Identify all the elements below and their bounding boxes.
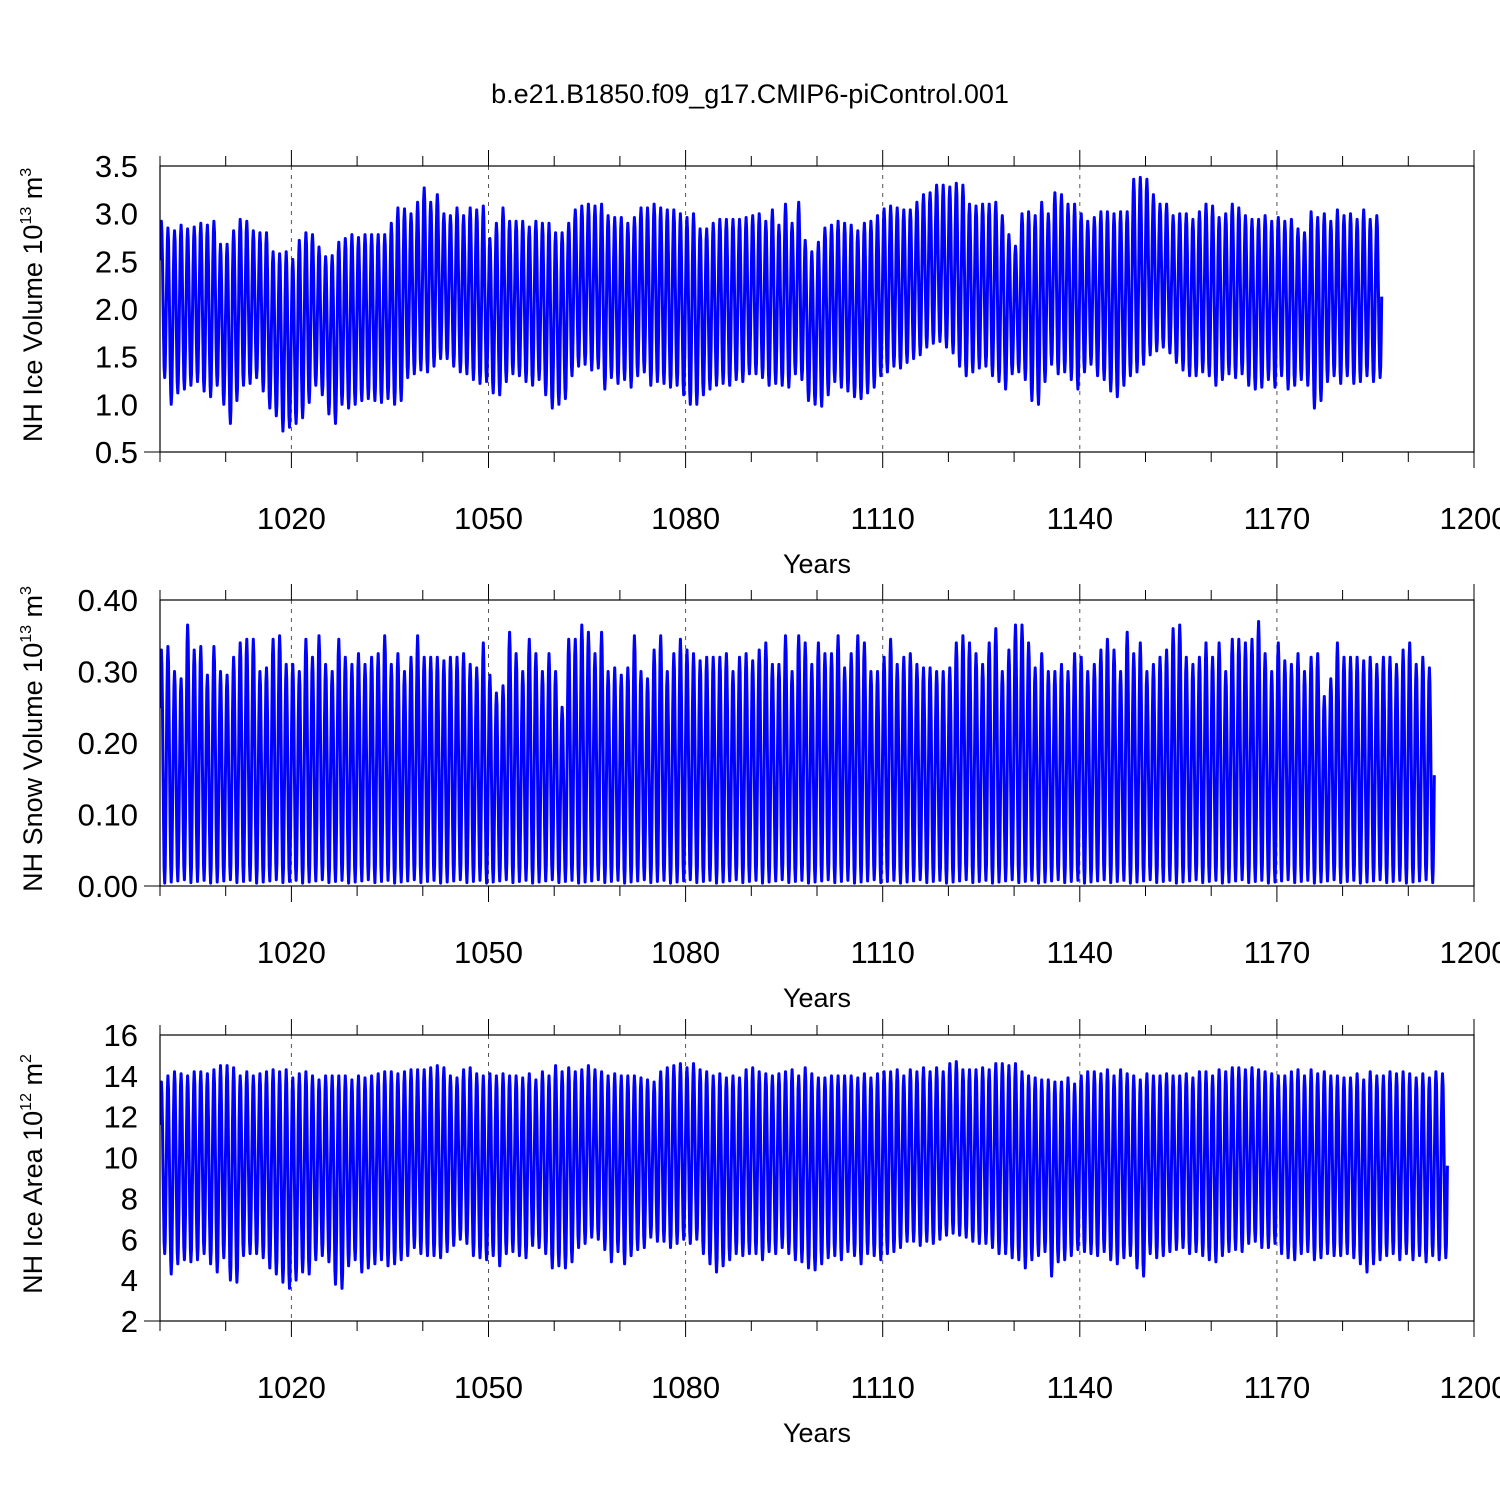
x-tick-label: 1080 <box>651 935 720 970</box>
y-tick-label: 2 <box>121 1304 138 1339</box>
y-tick-label: 12 <box>104 1100 138 1135</box>
y-axis-label-unit-exponent: 3 <box>18 168 35 177</box>
y-axis-label-unit: m <box>18 177 48 207</box>
x-tick-label: 1020 <box>257 1370 326 1405</box>
y-axis-label-text: NH Ice Volume 10 <box>18 225 48 443</box>
x-tick-label: 1110 <box>851 501 915 536</box>
y-tick-label: 0.40 <box>78 583 138 618</box>
x-tick-label: 1140 <box>1046 501 1113 536</box>
x-tick-label: 1140 <box>1046 1370 1113 1405</box>
x-tick-label: 1080 <box>651 1370 720 1405</box>
y-tick-label: 0.20 <box>78 726 138 761</box>
x-axis-label: Years <box>783 1418 851 1448</box>
x-tick-label: 1200 <box>1440 501 1500 536</box>
x-tick-label: 1080 <box>651 501 720 536</box>
x-tick-label: 1050 <box>454 1370 523 1405</box>
x-tick-label: 1110 <box>851 1370 915 1405</box>
y-tick-label: 2.0 <box>95 292 138 327</box>
y-axis-label-text: NH Ice Area 10 <box>18 1111 48 1294</box>
y-axis-label-unit-exponent: 3 <box>18 586 35 595</box>
y-axis-label: NH Ice Volume 1013 m3 <box>18 168 48 442</box>
y-tick-label: 0.5 <box>95 435 138 470</box>
y-tick-label: 4 <box>121 1263 138 1298</box>
y-tick-label: 0.10 <box>78 798 138 833</box>
series-line <box>160 175 1384 433</box>
series-line <box>160 1060 1449 1290</box>
y-tick-label: 1.0 <box>95 387 138 422</box>
panel-1: 1020 1050 1080 1110 1140 1170 1200 0.5 1.0 1.5 2.0… <box>18 149 1500 579</box>
y-axis-label: NH Ice Area 1012 m2 <box>18 1054 48 1294</box>
x-tick-label: 1200 <box>1440 935 1500 970</box>
panel-2: 1020 1050 1080 1110 1140 1170 1200 0.00 0.10 0.20… <box>18 583 1500 1013</box>
x-tick-label: 1170 <box>1244 935 1311 970</box>
y-tick-label: 14 <box>104 1059 138 1094</box>
x-tick-label: 1200 <box>1440 1370 1500 1405</box>
y-tick-label: 2.5 <box>95 244 138 279</box>
x-tick-label: 1110 <box>851 935 915 970</box>
panel-3: 1020 1050 1080 1110 1140 1170 1200 2 4 6 8 10 12 14 16… <box>18 1018 1500 1448</box>
y-tick-label: 8 <box>121 1181 138 1216</box>
y-tick-label: 6 <box>121 1222 138 1257</box>
y-axis-label-text: NH Snow Volume 10 <box>18 643 48 892</box>
chart-title: b.e21.B1850.f09_g17.CMIP6-piControl.001 <box>491 79 1009 109</box>
x-tick-label: 1050 <box>454 935 523 970</box>
x-axis-label: Years <box>783 549 851 579</box>
y-tick-label: 0.30 <box>78 655 138 690</box>
x-tick-label: 1020 <box>257 935 326 970</box>
y-axis-label-unit-exponent: 2 <box>18 1054 35 1063</box>
y-tick-label: 1.5 <box>95 340 138 375</box>
y-axis-label-exponent: 12 <box>18 1093 35 1111</box>
y-axis-label-exponent: 13 <box>18 207 35 225</box>
x-tick-label: 1140 <box>1046 935 1113 970</box>
y-tick-label: 3.5 <box>95 149 138 184</box>
y-axis-label: NH Snow Volume 1013 m3 <box>18 586 48 892</box>
x-axis-label: Years <box>783 983 851 1013</box>
y-axis-label-exponent: 13 <box>18 625 35 643</box>
y-tick-label: 16 <box>104 1018 138 1053</box>
x-tick-label: 1170 <box>1244 1370 1311 1405</box>
x-tick-label: 1050 <box>454 501 523 536</box>
x-tick-label: 1020 <box>257 501 326 536</box>
y-axis-label-unit: m <box>18 595 48 625</box>
x-tick-label: 1170 <box>1244 501 1311 536</box>
y-tick-label: 0.00 <box>78 869 138 904</box>
y-tick-label: 10 <box>104 1141 138 1176</box>
series-line <box>160 620 1436 885</box>
y-axis-label-unit: m <box>18 1063 48 1093</box>
y-tick-label: 3.0 <box>95 197 138 232</box>
